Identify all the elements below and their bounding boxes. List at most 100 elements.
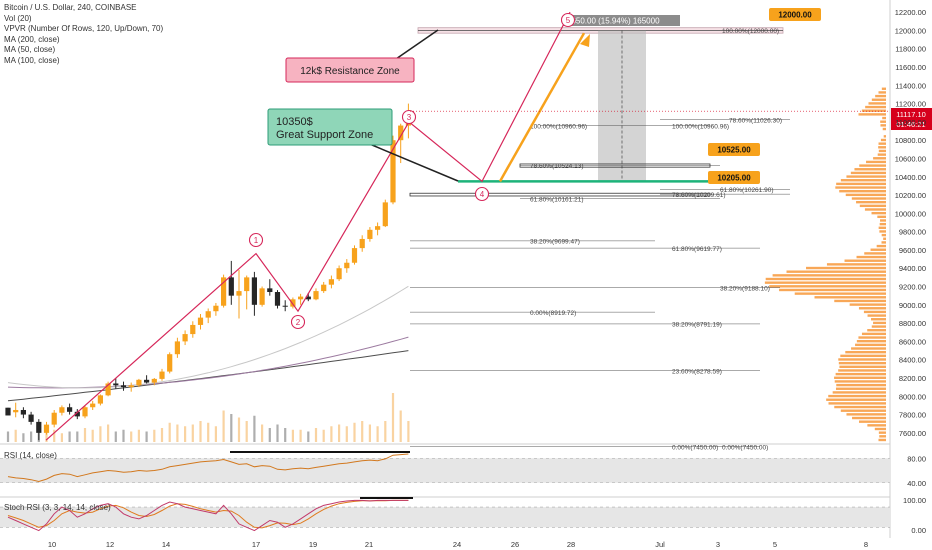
price-badge xyxy=(708,171,760,184)
time-tick-label: 28 xyxy=(567,540,575,549)
vpvr-bar xyxy=(880,138,886,142)
resistance-label: 12k$ Resistance Zone xyxy=(300,66,400,77)
time-axis[interactable]: 10 12 14 17 19 21 24 26 28 Jul 3 5 8 xyxy=(48,540,868,549)
vpvr-bar xyxy=(765,277,886,281)
indicator-vpvr[interactable]: VPVR (Number Of Rows, 120, Up/Down, 70) xyxy=(4,24,164,34)
vpvr-bar xyxy=(846,175,886,178)
stoch-band xyxy=(0,507,890,528)
candle-body xyxy=(159,371,165,379)
volume-bar xyxy=(160,428,164,442)
vpvr-bar xyxy=(863,310,886,314)
indicator-ma100[interactable]: MA (100, close) xyxy=(4,55,60,65)
candle-body xyxy=(259,288,265,305)
candle-body xyxy=(67,407,73,412)
vpvr-bar xyxy=(836,182,886,186)
volume-bar xyxy=(338,424,341,442)
vpvr-bar xyxy=(769,285,886,288)
vpvr-bar xyxy=(875,94,886,98)
vpvr-bar xyxy=(835,372,886,376)
wave-circle xyxy=(248,232,264,248)
candle-body xyxy=(190,324,196,335)
volume-bar xyxy=(353,422,356,442)
elliott-wave-path xyxy=(45,11,571,441)
vpvr-bar xyxy=(839,190,886,193)
vpvr-bar xyxy=(772,274,886,277)
volume-bar xyxy=(14,429,17,442)
support-label-text: Great Support Zone xyxy=(276,129,373,141)
stoch-rsi-pane[interactable]: Stoch RSI (3, 3, 14, 14, close) 100.00 0.0… xyxy=(0,496,926,535)
vpvr-bar xyxy=(867,314,886,317)
wave-label: 1 xyxy=(254,236,259,245)
support-connector xyxy=(359,139,459,182)
vpvr-bar xyxy=(834,380,886,383)
support-label-price: 10350$ xyxy=(276,116,313,128)
candle-body xyxy=(351,248,358,263)
fib-label: 100.00%(10960.96) xyxy=(672,123,729,130)
vpvr-bar xyxy=(878,149,886,153)
target-arrow-line xyxy=(498,32,586,182)
chart-drawings: 1650.00 (15.94%) 165000 100.00%(12000.00)… xyxy=(45,8,932,451)
vpvr-bar xyxy=(858,113,886,116)
zone-box-10205 xyxy=(409,192,711,197)
vpvr-bar xyxy=(858,336,886,339)
rsi-pane[interactable]: RSI (14, close) 80.00 40.00 xyxy=(0,451,926,488)
candle-body xyxy=(251,277,257,305)
resistance-label-box xyxy=(285,57,415,83)
candle-body xyxy=(74,411,80,417)
vpvr-bar xyxy=(854,168,886,171)
vpvr-bar xyxy=(826,263,886,266)
candle-body xyxy=(305,296,311,300)
vpvr-bar xyxy=(868,102,886,105)
fib-label: 78.60%(10209.61) xyxy=(672,192,726,199)
price-tick-label: 12000.00 xyxy=(895,26,926,35)
candle-body xyxy=(167,354,173,372)
price-tick-label: 7600.00 xyxy=(899,429,926,438)
moving-averages xyxy=(7,285,409,402)
rsi-line xyxy=(7,453,409,483)
price-axis[interactable]: 12200.00 12000.00 11800.00 11600.00 11400.00… xyxy=(895,8,926,438)
price-tick-label: 11400.00 xyxy=(895,81,926,90)
price-tick-label: 8600.00 xyxy=(899,337,926,346)
candle-body xyxy=(128,385,134,388)
time-tick-label: 26 xyxy=(511,540,519,549)
candle-body xyxy=(313,291,319,300)
candle-body xyxy=(228,277,234,296)
volume-bar xyxy=(6,431,10,442)
volume-bar xyxy=(68,431,71,442)
indicator-vol[interactable]: Vol (20) xyxy=(4,13,32,23)
vpvr-bar xyxy=(838,361,886,365)
vpvr-bar xyxy=(838,358,886,361)
candle-body xyxy=(113,383,119,386)
volume-bar xyxy=(237,417,241,442)
time-tick-label: 19 xyxy=(309,540,317,549)
vpvr-bar xyxy=(861,332,886,336)
volume-bar xyxy=(22,433,25,442)
vpvr-bar xyxy=(850,171,886,175)
vpvr-bar xyxy=(877,153,886,156)
vpvr-bar xyxy=(871,325,886,328)
price-tick-label: 8000.00 xyxy=(899,392,926,401)
vpvr-bar xyxy=(871,98,886,101)
candle-body xyxy=(213,305,219,312)
price-badge xyxy=(708,143,760,156)
symbol-title[interactable]: Bitcoin / U.S. Dollar, 240, COINBASE xyxy=(4,3,137,12)
vpvr-bar xyxy=(856,200,886,204)
candle-body xyxy=(244,277,250,292)
volume-bar xyxy=(284,428,287,442)
volume-bar xyxy=(45,431,48,442)
price-badge xyxy=(769,8,821,21)
wave-label: 3 xyxy=(407,113,412,122)
volume-bar xyxy=(184,426,187,442)
support-label-box xyxy=(267,108,393,146)
fib-label: 38.20%(9699.47) xyxy=(530,239,580,246)
time-tick-label: 5 xyxy=(773,540,777,549)
candle-body xyxy=(97,395,103,404)
indicator-ma200[interactable]: MA (200, close) xyxy=(4,34,60,44)
fib-label: 100.00%(10960.96) xyxy=(530,123,587,130)
volume-bar xyxy=(30,431,33,442)
measure-label-bg xyxy=(563,15,680,26)
price-tick-label: 8800.00 xyxy=(899,319,926,328)
vpvr-bar xyxy=(878,438,886,442)
indicator-ma50[interactable]: MA (50, close) xyxy=(4,45,56,55)
